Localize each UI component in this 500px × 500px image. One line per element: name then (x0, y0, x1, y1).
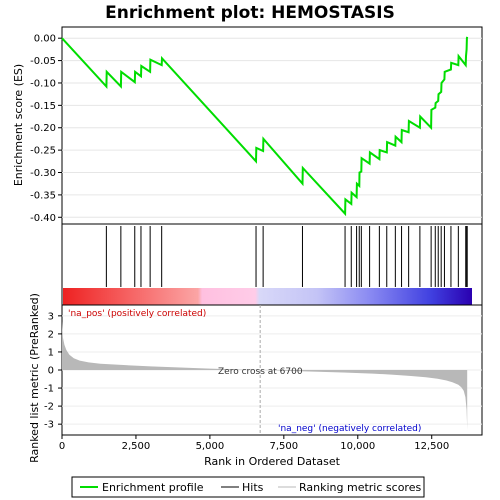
metric-xtick-label: 5,000 (196, 441, 225, 452)
metric-ylabel: Ranked list metric (PreRanked) (28, 293, 41, 463)
es-ytick-label: 0.00 (34, 34, 56, 45)
metric-xtick-label: 2,500 (122, 441, 151, 452)
metric-ytick-label: 0 (48, 366, 54, 377)
es-ytick-label: -0.35 (30, 190, 56, 201)
es-ytick-label: -0.10 (30, 78, 56, 89)
legend-enrichment-label: Enrichment profile (102, 481, 204, 494)
es-ytick-label: -0.25 (30, 146, 56, 157)
es-ytick-label: -0.40 (30, 213, 56, 224)
metric-ytick-label: 3 (48, 311, 54, 322)
metric-ytick-label: -2 (44, 402, 54, 413)
es-ytick-label: -0.15 (30, 101, 56, 112)
metric-xtick-label: 10,000 (340, 441, 375, 452)
es-panel: 0.00 -0.05 -0.10 -0.15 -0.20 -0.25 -0.30 -0.35 -… (12, 26, 483, 225)
metric-xtick-label: 12,500 (414, 441, 449, 452)
es-ytick-label: -0.20 (30, 123, 56, 134)
neg-label: 'na_neg' (negatively correlated) (278, 424, 421, 434)
pos-label: 'na_pos' (positively correlated) (68, 309, 206, 319)
es-ytick-label: -0.05 (30, 56, 56, 67)
es-line (61, 36, 469, 217)
legend-metric-label: Ranking metric scores (299, 481, 421, 494)
es-ylabel: Enrichment score (ES) (12, 64, 25, 186)
legend: Enrichment profile Hits Ranking metric s… (71, 476, 425, 498)
legend-box (71, 476, 425, 498)
legend-hits-label: Hits (242, 481, 264, 494)
zero-cross-label: Zero cross at 6700 (218, 367, 303, 377)
metric-ytick-label: 2 (48, 329, 54, 340)
metric-xtick-label: 0 (59, 441, 65, 452)
metric-ytick-label: 1 (48, 347, 54, 358)
chart-title: Enrichment plot: HEMOSTASIS (105, 3, 395, 23)
metric-ytick-label: -1 (44, 384, 54, 395)
metric-xlabel: Rank in Ordered Dataset (204, 455, 341, 468)
metric-xtick-label: 7,500 (270, 441, 299, 452)
rank-color-bar (63, 288, 472, 305)
es-ytick-label: -0.30 (30, 168, 56, 179)
hits-panel (61, 223, 483, 306)
metric-ytick-label: -3 (44, 420, 54, 431)
